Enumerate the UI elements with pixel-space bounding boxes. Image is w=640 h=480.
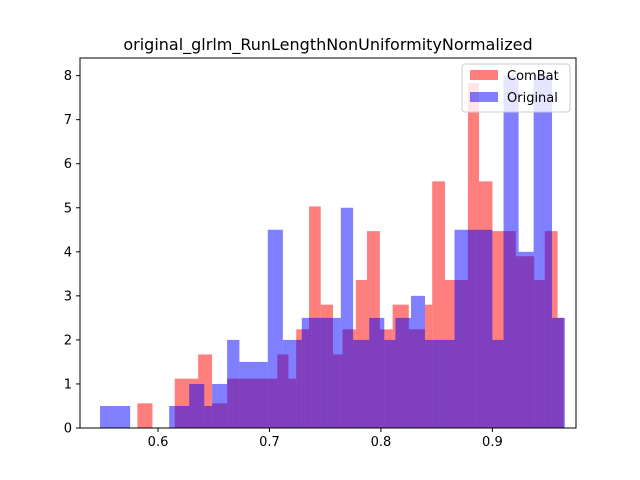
histogram-bar-original [340, 207, 354, 428]
histogram-bar-original [311, 317, 341, 428]
histogram-bar-original [239, 361, 268, 428]
y-tick-label: 1 [64, 377, 72, 392]
y-tick-label: 4 [64, 245, 72, 260]
legend-swatch-original [470, 92, 498, 102]
y-tick-label: 8 [64, 69, 72, 84]
histogram-bar-original [492, 339, 504, 428]
x-tick-label: 0.6 [148, 435, 169, 450]
histogram-bar-original [424, 339, 455, 428]
histogram-bar-original [518, 251, 534, 428]
plot-area: 0.6 0.7 0.8 0.9 0 1 2 3 4 5 6 7 8 [64, 57, 577, 450]
legend-label-combat: ComBat [507, 69, 559, 84]
series-original-bars [100, 75, 565, 429]
histogram-bar-original [267, 229, 283, 428]
histogram-bar-original [369, 317, 385, 428]
chart-title: original_glrlm_RunLengthNonUniformityNor… [123, 35, 532, 55]
histogram-bar-original [353, 339, 370, 428]
legend-label-original: Original [507, 91, 558, 106]
histogram-bar-original [282, 339, 302, 428]
y-tick-label: 2 [64, 333, 72, 348]
histogram-bar-combat [137, 403, 153, 428]
y-tick-label: 3 [64, 289, 72, 304]
histogram-bar-original [189, 383, 205, 428]
histogram-bar-original [212, 383, 228, 428]
x-tick-label: 0.9 [482, 435, 503, 450]
histogram-bar-original [475, 229, 493, 428]
legend: ComBat Original [461, 63, 571, 113]
y-tick-label: 6 [64, 157, 72, 172]
axes-frame [79, 57, 577, 429]
histogram-bar-combat [309, 206, 321, 428]
histogram-bar-original [169, 405, 190, 428]
histogram-bar-original [454, 229, 476, 428]
histogram-bar-original [227, 339, 240, 428]
histogram-bar-original [503, 75, 519, 429]
histogram-bar-original [384, 339, 396, 428]
x-axis-ticks: 0.6 0.7 0.8 0.9 [148, 428, 503, 450]
histogram-bar-original [301, 317, 312, 428]
y-tick-label: 0 [64, 422, 72, 437]
y-tick-label: 7 [64, 113, 72, 128]
y-axis-ticks: 0 1 2 3 4 5 6 7 8 [64, 69, 80, 437]
histogram-bar-original [552, 317, 565, 428]
histogram-bar-original [100, 405, 131, 428]
y-tick-label: 5 [64, 201, 72, 216]
histogram-bar-original [395, 317, 412, 428]
x-tick-label: 0.8 [371, 435, 392, 450]
histogram-bar-original [204, 405, 213, 428]
bars-layer [100, 75, 565, 429]
legend-swatch-combat [470, 70, 498, 80]
histogram-bar-original [533, 75, 553, 429]
x-tick-label: 0.7 [259, 435, 280, 450]
histogram-bar-original [411, 295, 425, 428]
